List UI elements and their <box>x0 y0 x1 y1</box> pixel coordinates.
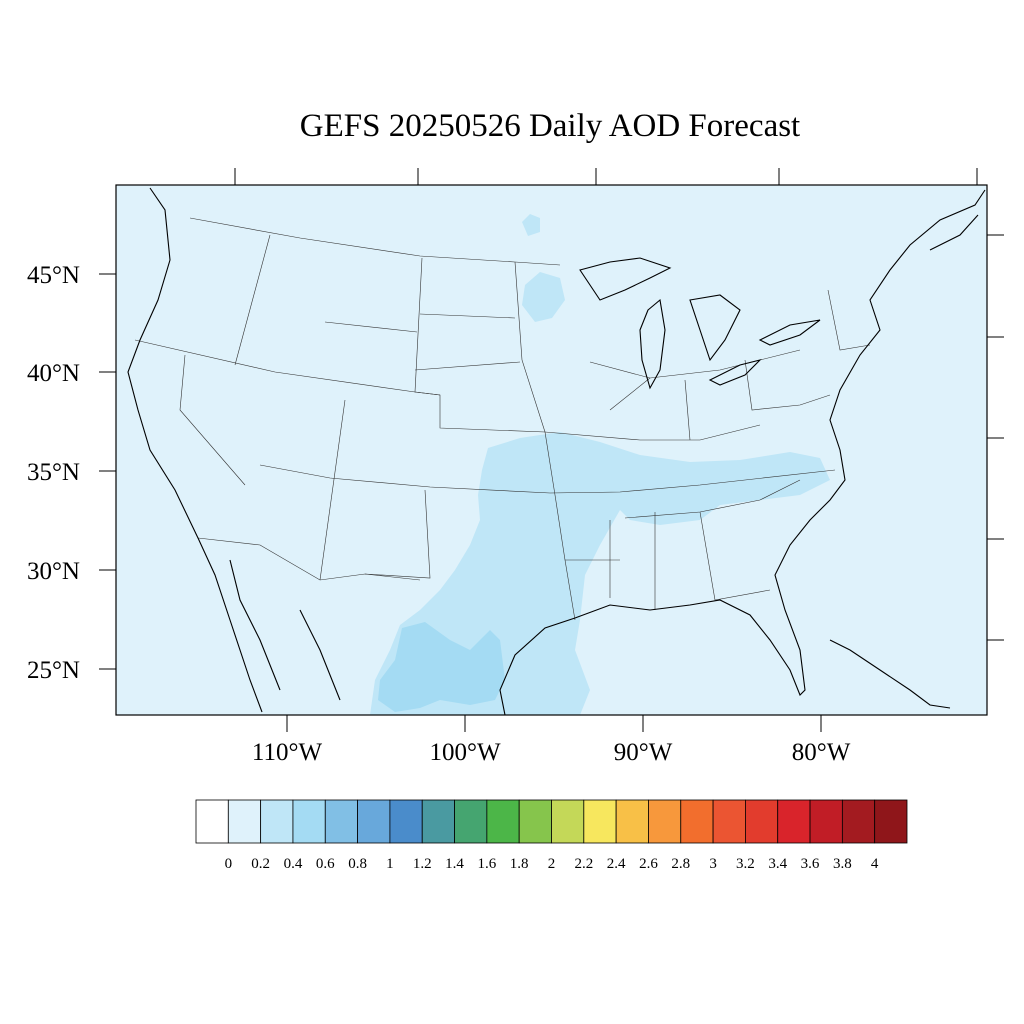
colorbar-label: 1.4 <box>445 856 464 872</box>
colorbar-swatch <box>292 799 326 844</box>
colorbar-swatch <box>712 799 746 844</box>
colorbar-swatch <box>195 799 229 844</box>
colorbar-swatch <box>518 799 552 844</box>
lat-label: 35°N <box>27 459 80 486</box>
colorbar-swatch <box>680 799 714 844</box>
colorbar-label: 2.4 <box>607 856 626 872</box>
colorbar-label: 0.2 <box>251 856 270 872</box>
colorbar-swatch <box>745 799 779 844</box>
colorbar-swatch <box>777 799 811 844</box>
colorbar-swatch <box>648 799 682 844</box>
colorbar-swatch <box>324 799 358 844</box>
colorbar-swatch <box>809 799 843 844</box>
map-frame <box>115 184 988 716</box>
colorbar-swatch <box>615 799 649 844</box>
lat-label: 40°N <box>27 360 80 387</box>
colorbar-label: 4 <box>871 856 879 872</box>
aod-region-superior <box>522 214 540 236</box>
axis-ticks <box>99 168 1004 732</box>
aod-field <box>370 214 830 715</box>
colorbar-label: 1.6 <box>477 856 496 872</box>
colorbar-label: 2.8 <box>671 856 690 872</box>
colorbar-label: 0.8 <box>348 856 367 872</box>
coastlines <box>127 187 986 716</box>
aod-region-south-texas <box>378 622 505 712</box>
lon-label: 100°W <box>429 739 500 766</box>
colorbar-label: 3.4 <box>768 856 787 872</box>
colorbar-label: 3 <box>709 856 717 872</box>
colorbar-label: 0 <box>225 856 233 872</box>
colorbar-label: 1.2 <box>413 856 432 872</box>
colorbar-label: 0.4 <box>284 856 303 872</box>
colorbar: 0 0.2 0.4 0.6 0.8 1 1.2 1.4 1.6 1.8 2 2.2 2.4 2.6 2.8 3… <box>195 799 908 872</box>
chart-title: GEFS 20250526 Daily AOD Forecast <box>299 108 801 144</box>
colorbar-swatch <box>874 799 908 844</box>
colorbar-swatch <box>551 799 585 844</box>
lon-label: 80°W <box>792 739 851 766</box>
colorbar-swatch <box>260 799 294 844</box>
colorbar-label: 2.2 <box>574 856 593 872</box>
lon-label: 90°W <box>614 739 673 766</box>
lat-labels: 45°N 40°N 35°N 30°N 25°N <box>27 262 80 684</box>
colorbar-swatch <box>841 799 876 844</box>
colorbar-label: 3.2 <box>736 856 755 872</box>
colorbar-swatch <box>454 799 488 844</box>
colorbar-label: 3.6 <box>801 856 820 872</box>
colorbar-swatch <box>486 799 520 844</box>
colorbar-label: 1.8 <box>510 856 529 872</box>
lat-label: 30°N <box>27 558 80 585</box>
colorbar-label: 0.6 <box>316 856 335 872</box>
lon-label: 110°W <box>252 739 323 766</box>
colorbar-swatch <box>357 799 391 844</box>
colorbar-swatch <box>583 799 617 844</box>
colorbar-swatch <box>389 799 423 844</box>
colorbar-label: 2.6 <box>639 856 658 872</box>
lat-label: 25°N <box>27 657 80 684</box>
lon-labels: 110°W 100°W 90°W 80°W <box>252 739 851 766</box>
lat-label: 45°N <box>27 262 80 289</box>
colorbar-label: 1 <box>386 856 394 872</box>
colorbar-label: 3.8 <box>833 856 852 872</box>
aod-region-minnesota <box>522 272 565 322</box>
colorbar-label: 2 <box>548 856 556 872</box>
colorbar-swatch <box>227 799 262 844</box>
colorbar-swatch <box>421 799 455 844</box>
